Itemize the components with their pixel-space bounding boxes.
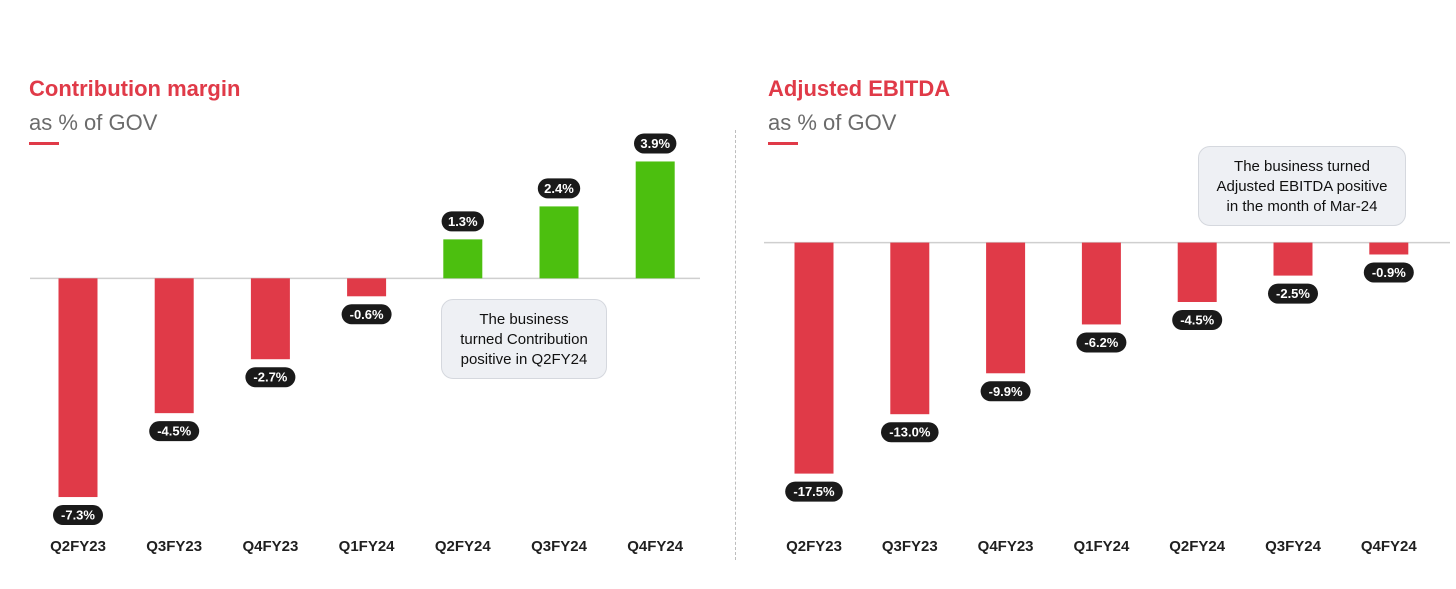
- data-label: 3.9%: [634, 133, 677, 154]
- bar: [443, 239, 483, 279]
- data-label-pill: [441, 211, 484, 232]
- x-tick-label: Q2FY24: [435, 538, 492, 555]
- bar: [1273, 242, 1313, 276]
- data-label: 2.4%: [537, 178, 581, 199]
- annotation-line: turned Contribution: [460, 331, 588, 348]
- bar: [347, 278, 387, 297]
- bar: [154, 278, 194, 414]
- data-label-pill: [634, 133, 677, 154]
- data-label: 1.3%: [441, 211, 484, 232]
- data-label-text: -4.5%: [1180, 313, 1214, 328]
- bar: [986, 242, 1026, 374]
- annotation-line: in the month of Mar-24: [1226, 198, 1378, 215]
- adjusted-ebitda-chart: -17.5% Q2FY23 -13.0% Q3FY23 -9.9% Q4FY23 -6.2%…: [764, 241, 1450, 555]
- bar: [890, 242, 930, 415]
- data-label-text: 3.9%: [640, 136, 670, 151]
- data-label: -0.6%: [341, 304, 392, 325]
- title-accent-bar: [29, 142, 59, 145]
- chart-annotation: The business turned Adjusted EBITDA posi…: [1198, 146, 1406, 226]
- data-label: -2.7%: [245, 367, 296, 388]
- x-tick-label: Q3FY23: [882, 538, 938, 555]
- data-label-pill: [245, 367, 296, 388]
- data-label-pill: [341, 304, 392, 325]
- chart-subtitle: as % of GOV: [29, 110, 158, 135]
- x-tick-label: Q4FY24: [1361, 538, 1418, 555]
- data-label-pill: [149, 421, 200, 442]
- data-label: -2.5%: [1268, 283, 1318, 304]
- data-label: -0.9%: [1363, 262, 1414, 283]
- annotation-line: positive in Q2FY24: [460, 351, 588, 368]
- bar: [58, 278, 98, 498]
- annotation-line: The business: [479, 311, 569, 328]
- data-label-pill: [1363, 262, 1414, 283]
- x-tick-label: Q1FY24: [339, 538, 396, 555]
- data-label-text: -0.9%: [1372, 265, 1406, 280]
- title-accent-bar: [768, 142, 798, 145]
- data-label-text: -9.9%: [989, 384, 1023, 399]
- data-label: -6.2%: [1076, 332, 1127, 353]
- data-label-text: -7.3%: [61, 508, 95, 523]
- data-label-text: -4.5%: [157, 424, 191, 439]
- bar: [250, 278, 290, 360]
- x-tick-label: Q3FY24: [531, 538, 588, 555]
- chart-title: Adjusted EBITDA: [768, 76, 951, 101]
- chart-subtitle: as % of GOV: [768, 110, 897, 135]
- data-label: -13.0%: [881, 422, 939, 443]
- bar: [1369, 242, 1409, 255]
- x-tick-label: Q2FY24: [1169, 538, 1226, 555]
- data-label: -4.5%: [1172, 310, 1223, 330]
- x-tick-label: Q3FY23: [146, 538, 202, 555]
- x-tick-label: Q4FY23: [242, 538, 298, 555]
- contribution-margin-panel: Contribution margin as % of GOV -7.3% Q2F…: [0, 0, 720, 589]
- chart-annotation: The business turned Contribution positiv…: [441, 299, 607, 379]
- bar: [1081, 242, 1121, 325]
- data-label-pill: [1076, 332, 1127, 353]
- data-label-text: -17.5%: [793, 484, 835, 499]
- data-label-text: -13.0%: [889, 425, 931, 440]
- data-label: -7.3%: [53, 505, 103, 526]
- x-tick-label: Q1FY24: [1073, 538, 1130, 555]
- x-tick-label: Q3FY24: [1265, 538, 1322, 555]
- data-label-text: 2.4%: [544, 181, 574, 196]
- data-label-text: -2.7%: [253, 370, 287, 385]
- x-tick-label: Q2FY23: [786, 538, 842, 555]
- data-label-text: -0.6%: [350, 307, 384, 322]
- data-label-text: -2.5%: [1276, 286, 1310, 301]
- annotation-line: The business turned: [1234, 158, 1370, 175]
- bar: [539, 206, 579, 279]
- data-label-pill: [1268, 283, 1318, 304]
- data-label-pill: [1172, 310, 1223, 330]
- annotation-line: Adjusted EBITDA positive: [1216, 178, 1388, 195]
- data-label-text: 1.3%: [448, 214, 478, 229]
- data-label: -9.9%: [980, 381, 1031, 402]
- data-label: -4.5%: [149, 421, 200, 442]
- contribution-margin-chart: -7.3% Q2FY23 -4.5% Q3FY23 -2.7% Q4FY23 -0.6% Q1…: [30, 133, 700, 555]
- adjusted-ebitda-panel: Adjusted EBITDA as % of GOV -17.5% Q2FY23…: [738, 0, 1456, 589]
- x-tick-label: Q4FY23: [978, 538, 1034, 555]
- data-label-pill: [980, 381, 1031, 402]
- data-label: -17.5%: [785, 481, 843, 502]
- data-label-pill: [881, 422, 939, 443]
- chart-title: Contribution margin: [29, 76, 241, 101]
- x-tick-label: Q2FY23: [50, 538, 106, 555]
- data-label-pill: [537, 178, 581, 199]
- data-label-text: -6.2%: [1084, 335, 1118, 350]
- data-label-pill: [53, 505, 103, 526]
- data-label-pill: [785, 481, 843, 502]
- panel-divider: [735, 130, 736, 560]
- bar: [1177, 242, 1217, 302]
- bar: [794, 242, 834, 474]
- x-tick-label: Q4FY24: [627, 538, 684, 555]
- bar: [635, 161, 675, 279]
